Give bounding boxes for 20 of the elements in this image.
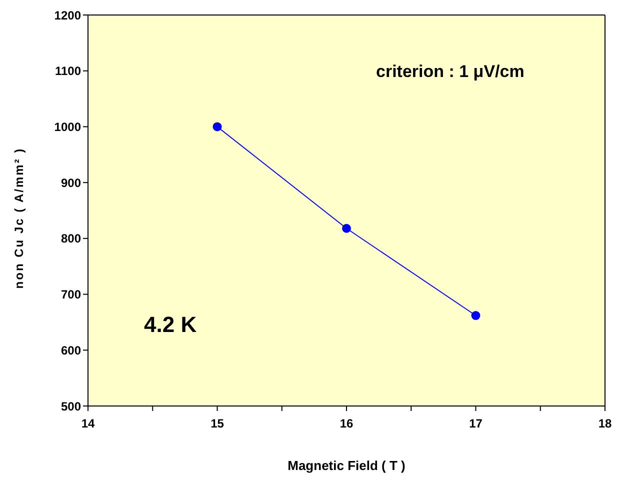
point (471, 311, 480, 320)
y-tick-label: 800 (60, 232, 82, 246)
x-axis-title: Magnetic Field ( T ) (286, 458, 406, 473)
annotation: 4.2 K (144, 312, 197, 338)
point (342, 224, 351, 233)
y-tick-label: 900 (60, 176, 82, 190)
y-tick-label: 1200 (54, 8, 82, 22)
annotation: criterion : 1 μV/cm (376, 62, 524, 82)
x-tick-label: 14 (81, 416, 95, 431)
point (212, 122, 222, 132)
y-tick-label: 600 (60, 343, 82, 358)
y-tick-label: 1100 (54, 64, 82, 78)
x-tick-label: 15 (210, 416, 224, 431)
y-tick-label: 1000 (54, 120, 82, 134)
y-axis-title: non Cu Jc ( A/mm² ) (12, 146, 27, 291)
y-tick-label: 700 (60, 288, 82, 302)
x-tick-label: 18 (598, 416, 612, 431)
y-tick-label: 500 (60, 399, 82, 414)
x-tick-label: 16 (340, 416, 354, 431)
x-tick-label: 17 (469, 416, 483, 431)
